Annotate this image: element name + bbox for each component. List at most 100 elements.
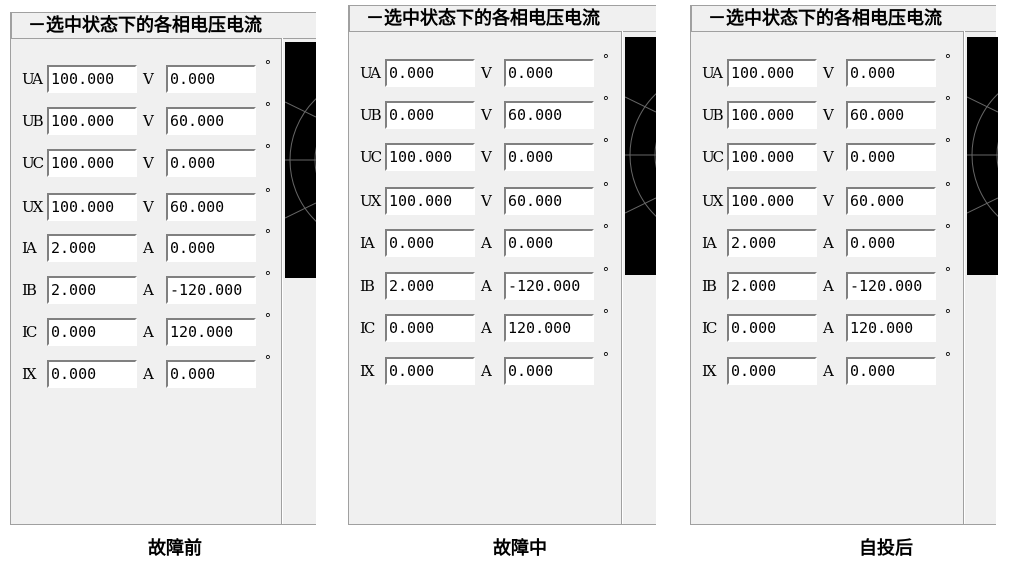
panel-header-title: －选中状态下的各相电压电流 [349,5,656,32]
panel-divider [281,38,282,524]
angle-input[interactable]: 60.000 [846,187,936,215]
magnitude-input[interactable]: 0.000 [385,314,475,342]
angle-input[interactable]: 0.000 [166,234,256,262]
angle-input[interactable]: 0.000 [166,149,256,177]
phase-label: IA [702,234,717,252]
magnitude-input[interactable]: 0.000 [385,229,475,257]
degree-symbol: ° [264,187,272,202]
unit-label: A [481,362,492,380]
magnitude-input[interactable]: 0.000 [727,357,817,385]
magnitude-input[interactable]: 2.000 [727,229,817,257]
magnitude-input[interactable]: 0.000 [385,101,475,129]
angle-input[interactable]: 60.000 [504,101,594,129]
degree-symbol: ° [602,53,610,68]
degree-symbol: ° [602,308,610,323]
magnitude-input[interactable]: 100.000 [727,59,817,87]
angle-input[interactable]: 60.000 [166,107,256,135]
phase-label: UX [22,198,43,216]
magnitude-input[interactable]: 2.000 [727,272,817,300]
angle-input[interactable]: 120.000 [504,314,594,342]
phase-values-panel: －选中状态下的各相电压电流 UA 0.000 V 0.000 ° UB 0.000 V 60.00… [348,5,656,525]
phase-label: IX [22,365,37,383]
panel-header-title: －选中状态下的各相电压电流 [11,12,316,39]
magnitude-input[interactable]: 100.000 [47,149,137,177]
angle-input[interactable]: 0.000 [846,357,936,385]
unit-label: A [823,362,834,380]
unit-label: A [823,319,834,337]
unit-label: V [823,148,834,166]
unit-label: A [481,234,492,252]
unit-label: V [481,106,492,124]
magnitude-input[interactable]: 0.000 [47,360,137,388]
phase-values-panel: －选中状态下的各相电压电流 UA 100.000 V 0.000 ° UB 100.000 V 6… [690,5,998,525]
unit-label: V [823,64,834,82]
phase-label: IA [360,234,375,252]
angle-input[interactable]: 0.000 [504,143,594,171]
panel-header-title: －选中状态下的各相电压电流 [691,5,996,32]
phasor-grid [285,98,316,222]
magnitude-input[interactable]: 100.000 [385,143,475,171]
degree-symbol: ° [944,137,952,152]
phasor-grid [967,93,998,217]
unit-label: A [143,239,154,257]
angle-input[interactable]: 0.000 [846,229,936,257]
magnitude-input[interactable]: 100.000 [47,193,137,221]
phase-label: UB [360,106,382,124]
unit-label: V [143,70,154,88]
unit-label: A [143,323,154,341]
degree-symbol: ° [944,351,952,366]
angle-input[interactable]: 60.000 [504,187,594,215]
magnitude-input[interactable]: 0.000 [47,318,137,346]
magnitude-input[interactable]: 100.000 [47,65,137,93]
phase-label: UB [22,112,44,130]
magnitude-input[interactable]: 2.000 [47,234,137,262]
angle-input[interactable]: 60.000 [846,101,936,129]
angle-input[interactable]: 0.000 [504,357,594,385]
magnitude-input[interactable]: 100.000 [727,143,817,171]
degree-symbol: ° [602,266,610,281]
phase-label: IB [360,277,375,295]
degree-symbol: ° [264,143,272,158]
magnitude-input[interactable]: 100.000 [385,187,475,215]
phase-label: UC [22,154,44,172]
panel-caption: 故障前 [148,538,202,559]
phase-label: UA [702,64,723,82]
angle-input[interactable]: 120.000 [166,318,256,346]
angle-input[interactable]: 0.000 [846,143,936,171]
angle-input[interactable]: 120.000 [846,314,936,342]
angle-input[interactable]: 0.000 [166,65,256,93]
unit-label: A [143,365,154,383]
degree-symbol: ° [264,101,272,116]
magnitude-input[interactable]: 0.000 [385,59,475,87]
magnitude-input[interactable]: 2.000 [385,272,475,300]
phase-label: UB [702,106,724,124]
phase-label: UA [22,70,43,88]
degree-symbol: ° [264,354,272,369]
magnitude-input[interactable]: 2.000 [47,276,137,304]
unit-label: A [481,277,492,295]
magnitude-input[interactable]: 100.000 [47,107,137,135]
angle-input[interactable]: 0.000 [504,59,594,87]
unit-label: V [481,64,492,82]
angle-input[interactable]: -120.000 [504,272,594,300]
magnitude-input[interactable]: 100.000 [727,101,817,129]
phase-label: IA [22,239,37,257]
unit-label: A [823,277,834,295]
angle-input[interactable]: -120.000 [166,276,256,304]
degree-symbol: ° [602,351,610,366]
angle-input[interactable]: 0.000 [166,360,256,388]
degree-symbol: ° [944,53,952,68]
unit-label: A [823,234,834,252]
magnitude-input[interactable]: 0.000 [385,357,475,385]
magnitude-input[interactable]: 0.000 [727,314,817,342]
phase-label: IC [360,319,375,337]
angle-input[interactable]: 60.000 [166,193,256,221]
degree-symbol: ° [944,181,952,196]
angle-input[interactable]: -120.000 [846,272,936,300]
magnitude-input[interactable]: 100.000 [727,187,817,215]
degree-symbol: ° [944,266,952,281]
angle-input[interactable]: 0.000 [846,59,936,87]
angle-input[interactable]: 0.000 [504,229,594,257]
degree-symbol: ° [944,95,952,110]
phase-label: UC [360,148,382,166]
